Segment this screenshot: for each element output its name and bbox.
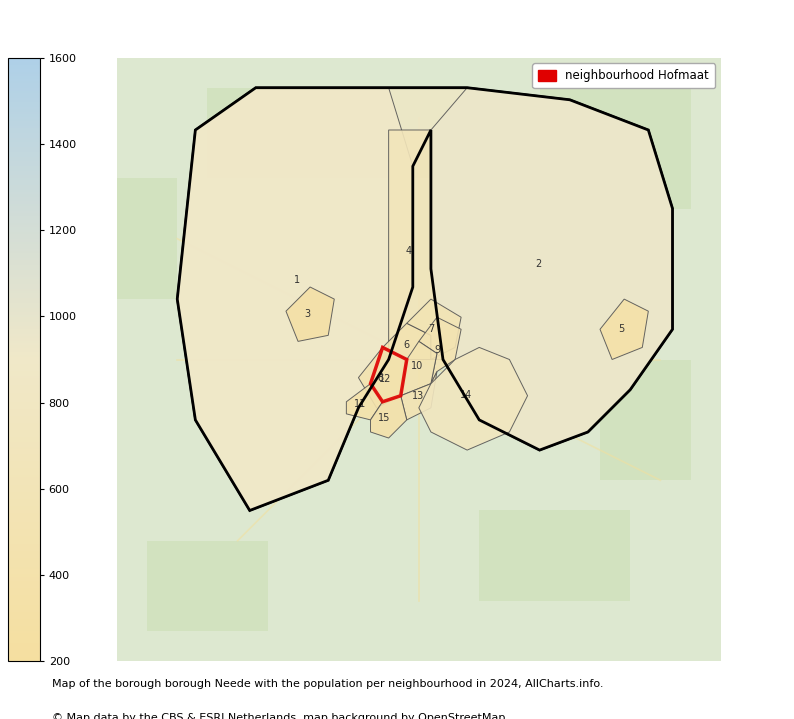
Legend: neighbourhood Hofmaat: neighbourhood Hofmaat [532, 63, 715, 88]
Polygon shape [407, 299, 461, 360]
Text: 7: 7 [429, 324, 435, 334]
Polygon shape [600, 299, 649, 360]
Text: 5: 5 [618, 324, 624, 334]
Polygon shape [286, 287, 334, 342]
Text: 12: 12 [380, 374, 391, 384]
Bar [358, 88, 480, 178]
Bar [207, 88, 388, 178]
Text: 6: 6 [403, 340, 410, 350]
Text: 1: 1 [294, 275, 299, 285]
Bar [540, 88, 691, 209]
Polygon shape [346, 384, 383, 420]
Bar [147, 541, 268, 631]
Text: 8: 8 [377, 372, 384, 383]
Text: 10: 10 [410, 360, 423, 370]
Text: 14: 14 [460, 390, 472, 400]
Polygon shape [358, 347, 407, 408]
Polygon shape [177, 88, 673, 510]
Polygon shape [419, 317, 461, 384]
Text: 11: 11 [354, 399, 367, 409]
Bar [117, 178, 177, 299]
Text: 2: 2 [536, 260, 542, 269]
Polygon shape [388, 130, 443, 360]
Polygon shape [419, 347, 527, 450]
Bar [600, 360, 691, 480]
Text: 9: 9 [434, 344, 440, 354]
Text: 3: 3 [304, 309, 310, 319]
Polygon shape [401, 372, 437, 420]
Polygon shape [401, 342, 437, 395]
Text: © Map data by the CBS & ESRI Netherlands, map background by OpenStreetMap.: © Map data by the CBS & ESRI Netherlands… [52, 713, 509, 719]
Polygon shape [371, 347, 407, 402]
Text: 15: 15 [378, 413, 391, 423]
Text: Map of the borough borough Neede with the population per neighbourhood in 2024, : Map of the borough borough Neede with th… [52, 679, 603, 689]
Polygon shape [383, 324, 431, 360]
Polygon shape [371, 395, 407, 438]
Polygon shape [431, 88, 673, 450]
Text: 13: 13 [412, 390, 424, 400]
Bar [480, 510, 630, 601]
Polygon shape [177, 88, 413, 510]
Text: 4: 4 [406, 246, 412, 256]
